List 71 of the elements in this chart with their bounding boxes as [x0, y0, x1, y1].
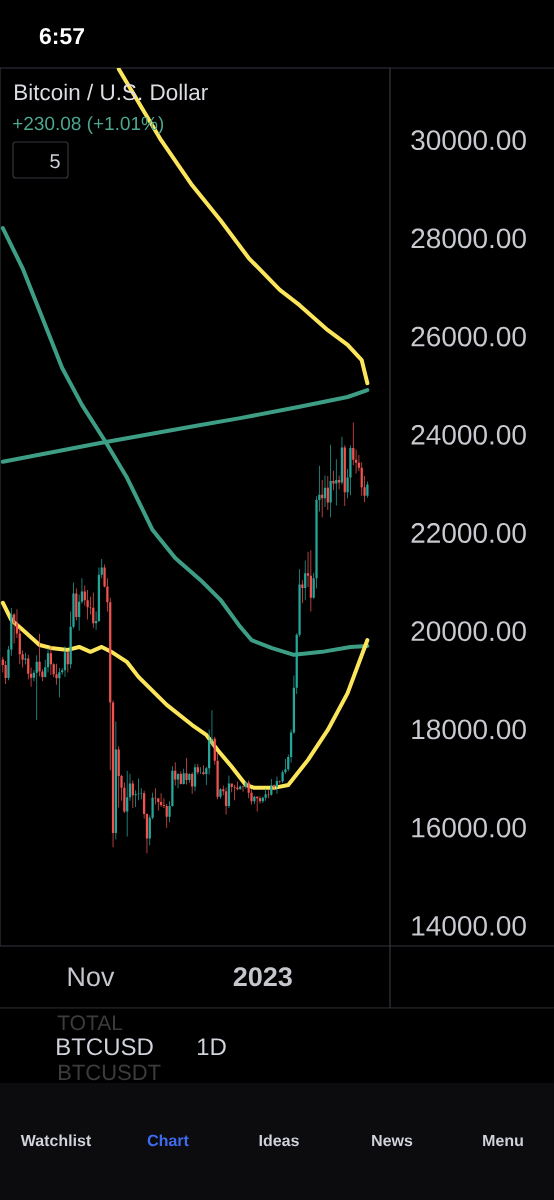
candlestick — [75, 588, 78, 621]
candlestick — [185, 757, 188, 785]
candlestick — [256, 796, 259, 812]
y-tick-label: 26000.00 — [411, 326, 526, 347]
y-tick-label: 16000.00 — [412, 817, 526, 838]
y-tick-label: 30000.00 — [411, 130, 526, 151]
text: 1D — [198, 1038, 226, 1055]
text: Ideas — [259, 1134, 299, 1147]
candlestick — [49, 645, 52, 675]
candlestick — [253, 795, 256, 805]
candlestick — [66, 650, 69, 673]
candlestick — [202, 765, 205, 776]
candlestick — [329, 444, 332, 518]
text: Chart — [147, 1134, 189, 1147]
candlestick — [366, 481, 369, 498]
candlestick — [92, 592, 95, 628]
candlestick — [24, 652, 27, 665]
candlestick — [335, 459, 338, 506]
candlestick — [196, 763, 199, 775]
text: Watchlist — [20, 1134, 92, 1147]
candlestick — [27, 654, 30, 680]
candlestick — [264, 788, 267, 801]
candlestick — [35, 655, 38, 721]
candlestick — [126, 770, 129, 837]
candlestick — [349, 445, 352, 496]
candlestick — [239, 785, 242, 790]
line-series — [0, 600, 370, 790]
line-series — [0, 226, 370, 657]
x-tick-label: 2023 — [233, 967, 292, 987]
candlestick — [233, 784, 236, 801]
x-tick-label: Nov — [68, 967, 115, 987]
candlestick — [4, 660, 7, 685]
candlestick — [114, 721, 117, 840]
candlestick — [58, 668, 61, 698]
candlestick — [301, 580, 304, 604]
y-tick-label: 28000.00 — [411, 228, 526, 249]
candlestick — [131, 780, 134, 809]
candlestick — [270, 779, 273, 796]
y-tick-label: 22000.00 — [411, 523, 526, 543]
candlestick — [188, 773, 191, 783]
text: BTCUSD — [57, 1038, 153, 1056]
text: News — [372, 1134, 413, 1147]
candlestick — [343, 445, 346, 507]
candlestick — [199, 767, 202, 775]
candlestick — [219, 788, 222, 799]
candlestick — [321, 479, 324, 518]
candlestick — [179, 771, 182, 785]
candlestick — [165, 804, 168, 828]
text: Menu — [483, 1134, 523, 1147]
candlestick — [174, 762, 177, 786]
text: 6:57 — [39, 27, 84, 45]
candlestick — [182, 768, 185, 785]
candlestick — [117, 746, 120, 808]
annotation: 5 — [50, 154, 60, 169]
candlestick — [304, 560, 307, 601]
text: BTCUSDT — [59, 1064, 161, 1081]
y-tick-label: 14000.00 — [412, 915, 526, 936]
candlestick — [309, 550, 312, 612]
candlestick — [352, 422, 355, 466]
candlestick — [267, 790, 270, 799]
y-tick-label: 18000.00 — [412, 719, 526, 740]
candlestick — [86, 589, 89, 620]
candlestick — [191, 772, 194, 794]
candlestick — [55, 663, 58, 685]
text: TOTAL — [57, 1015, 123, 1031]
candlestick — [38, 633, 41, 677]
candlestick — [332, 470, 335, 491]
y-tick-label: 24000.00 — [411, 424, 526, 445]
candlestick — [244, 781, 247, 789]
y-tick-label: 20000.00 — [411, 621, 526, 642]
candlestick — [326, 476, 329, 510]
